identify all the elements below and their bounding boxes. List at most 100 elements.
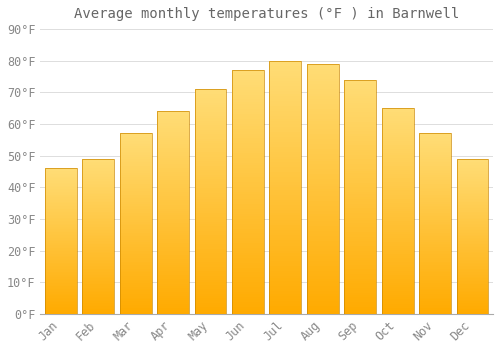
Bar <box>307 69 338 71</box>
Bar <box>232 99 264 102</box>
Bar <box>307 231 338 234</box>
Bar <box>82 224 114 225</box>
Bar <box>419 296 451 298</box>
Bar <box>419 258 451 260</box>
Bar <box>120 175 152 177</box>
Bar <box>419 189 451 191</box>
Bar <box>45 299 77 301</box>
Bar <box>382 205 414 207</box>
Bar <box>270 253 302 255</box>
Bar <box>82 210 114 211</box>
Bar <box>419 231 451 233</box>
Bar <box>120 254 152 256</box>
Bar <box>194 156 226 159</box>
Bar <box>45 218 77 219</box>
Bar <box>307 294 338 296</box>
Bar <box>157 217 189 219</box>
Bar <box>232 258 264 260</box>
Bar <box>270 228 302 230</box>
Bar <box>344 256 376 258</box>
Bar <box>270 266 302 268</box>
Bar <box>232 241 264 243</box>
Bar <box>419 202 451 204</box>
Bar <box>232 214 264 216</box>
Bar <box>456 274 488 275</box>
Bar <box>419 312 451 314</box>
Bar <box>82 286 114 287</box>
Bar <box>82 207 114 209</box>
Bar <box>45 234 77 235</box>
Bar <box>45 253 77 254</box>
Bar <box>307 166 338 169</box>
Bar <box>270 301 302 304</box>
Bar <box>120 260 152 261</box>
Bar <box>419 269 451 271</box>
Bar <box>157 154 189 156</box>
Bar <box>194 256 226 258</box>
Bar <box>194 179 226 181</box>
Bar <box>307 309 338 312</box>
Bar <box>456 202 488 204</box>
Bar <box>45 235 77 237</box>
Bar <box>419 305 451 307</box>
Bar <box>194 229 226 231</box>
Bar <box>344 290 376 293</box>
Bar <box>344 295 376 298</box>
Bar <box>232 195 264 197</box>
Bar <box>157 261 189 263</box>
Bar <box>419 133 451 314</box>
Bar <box>232 243 264 246</box>
Bar <box>344 197 376 199</box>
Bar <box>157 278 189 279</box>
Bar <box>232 233 264 236</box>
Bar <box>456 308 488 309</box>
Bar <box>120 137 152 139</box>
Bar <box>382 141 414 143</box>
Bar <box>270 276 302 279</box>
Bar <box>45 298 77 299</box>
Bar <box>344 98 376 101</box>
Bar <box>157 111 189 113</box>
Bar <box>456 252 488 253</box>
Bar <box>120 278 152 280</box>
Bar <box>232 292 264 294</box>
Bar <box>194 206 226 208</box>
Bar <box>157 146 189 148</box>
Bar <box>82 241 114 243</box>
Bar <box>45 248 77 250</box>
Bar <box>232 256 264 258</box>
Bar <box>45 301 77 302</box>
Bar <box>120 233 152 234</box>
Bar <box>382 287 414 289</box>
Bar <box>194 130 226 132</box>
Bar <box>157 182 189 184</box>
Bar <box>232 155 264 158</box>
Bar <box>232 282 264 285</box>
Bar <box>157 132 189 134</box>
Bar <box>120 261 152 264</box>
Bar <box>270 236 302 238</box>
Bar <box>232 129 264 131</box>
Bar <box>120 296 152 298</box>
Bar <box>382 122 414 125</box>
Bar <box>157 245 189 247</box>
Bar <box>82 276 114 278</box>
Bar <box>82 290 114 292</box>
Bar <box>232 280 264 282</box>
Bar <box>307 114 338 116</box>
Bar <box>82 292 114 294</box>
Bar <box>45 244 77 245</box>
Bar <box>456 312 488 314</box>
Bar <box>382 283 414 285</box>
Bar <box>456 170 488 171</box>
Bar <box>120 169 152 172</box>
Bar <box>45 219 77 221</box>
Bar <box>120 222 152 224</box>
Bar <box>307 222 338 224</box>
Bar <box>344 262 376 265</box>
Bar <box>344 304 376 307</box>
Bar <box>456 162 488 163</box>
Bar <box>157 231 189 233</box>
Bar <box>194 267 226 269</box>
Bar <box>232 124 264 126</box>
